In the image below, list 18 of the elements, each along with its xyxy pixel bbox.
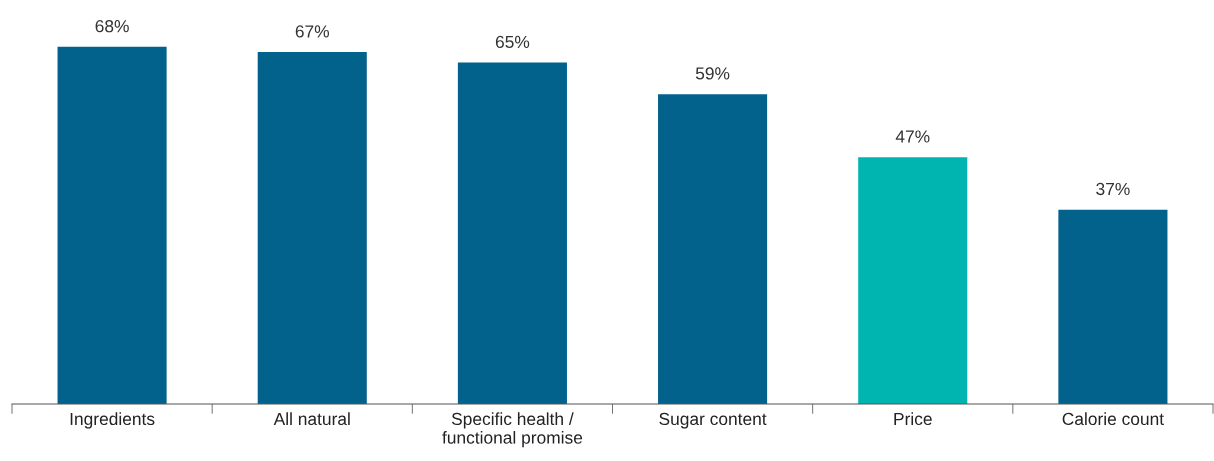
x-tick-label: All natural bbox=[273, 412, 350, 426]
data-label: 68% bbox=[95, 20, 129, 33]
data-label: 67% bbox=[295, 25, 330, 38]
data-label: 37% bbox=[1096, 182, 1130, 196]
x-tick-label: Calorie count bbox=[1062, 412, 1164, 426]
bar bbox=[257, 52, 367, 404]
x-tick-label: Sugar content bbox=[659, 412, 767, 429]
data-label: 47% bbox=[895, 130, 930, 143]
bar bbox=[57, 46, 167, 404]
bar bbox=[658, 94, 768, 404]
bar bbox=[1058, 209, 1168, 404]
data-label: 65% bbox=[495, 35, 530, 49]
x-tick-label: Specific health / functional promise bbox=[442, 412, 583, 448]
bar bbox=[858, 157, 968, 404]
bar bbox=[457, 62, 567, 404]
data-label: 59% bbox=[695, 67, 730, 80]
x-tick-label: Ingredients bbox=[70, 412, 155, 429]
x-tick-label: Price bbox=[894, 412, 932, 426]
